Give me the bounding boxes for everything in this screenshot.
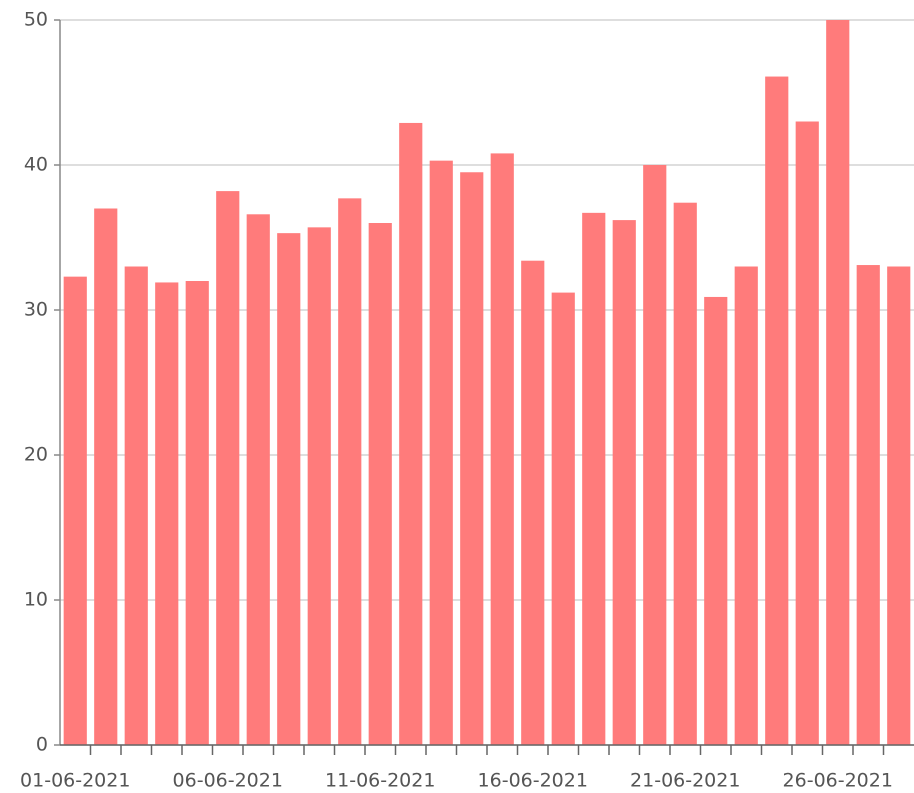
bar [612,220,636,746]
bar [307,227,331,746]
bar [63,276,87,745]
bar [368,223,392,745]
bar [155,282,179,745]
y-tick-label: 0 [36,734,48,756]
bar [826,20,850,745]
y-tick-label: 50 [24,9,48,31]
bar [521,260,545,745]
bar [490,153,514,745]
bar [856,265,880,745]
bar [582,212,606,746]
x-tick-label: 26-06-2021 [783,770,893,792]
bar [765,76,789,746]
bar [124,266,148,745]
bar [460,172,484,745]
bar [185,281,209,745]
x-tick-label: 11-06-2021 [325,770,435,792]
x-tick-label: 16-06-2021 [478,770,588,792]
bar [216,191,240,746]
x-tick-label: 06-06-2021 [173,770,283,792]
x-tick-label: 21-06-2021 [630,770,740,792]
bar [246,214,270,746]
x-tick-label: 01-06-2021 [20,770,130,792]
y-tick-label: 30 [24,299,48,321]
bar [643,165,667,745]
bar [734,266,758,745]
bar [795,121,819,745]
bar [338,198,362,746]
y-tick-label: 20 [24,444,48,466]
bar [94,208,118,745]
bar [429,160,453,745]
y-tick-label: 10 [24,589,48,611]
bar [399,122,423,745]
bar [887,266,911,745]
bar [704,296,728,745]
y-tick-label: 40 [24,154,48,176]
bar [277,233,301,745]
bar [673,202,697,745]
bar [551,292,575,745]
